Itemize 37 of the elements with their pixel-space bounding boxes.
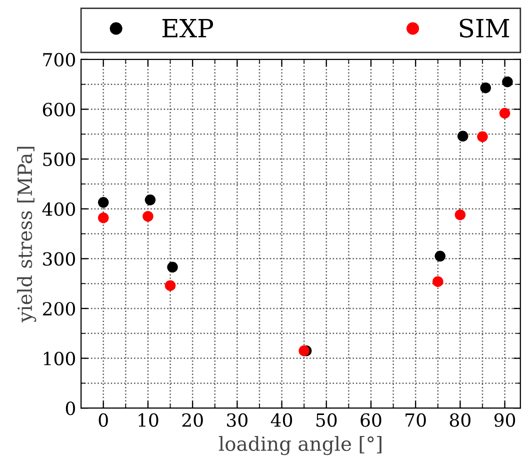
y-tick-label: 300 [43,252,76,266]
x-tick-label: 80 [450,413,470,427]
point [454,209,466,220]
y-tick-label: 200 [42,302,76,316]
point [480,82,491,94]
point [499,108,510,119]
x-tick-label: 40 [270,413,292,427]
point [98,197,109,208]
x-tick-label: 70 [406,413,426,427]
x-tick-label: 20 [182,413,203,427]
y-tick-label: 700 [43,52,76,67]
legend-label: SIM [460,18,510,38]
x-tick-label: 60 [360,413,382,427]
x-tick-label: 10 [138,413,158,427]
point [502,76,513,88]
y-tick-label: 500 [43,152,76,166]
x-tick-label: 30 [227,413,248,427]
y-tick-label: 600 [42,102,76,116]
x-axis-title: loading angle [°] [218,436,382,456]
y-tick-label: 100 [44,352,76,366]
point [298,345,310,356]
point [144,194,156,206]
y-axis-title: yield stress [MPa] [17,146,36,322]
point [434,250,446,262]
point [167,262,178,273]
point [432,276,444,287]
point [477,131,488,142]
point [164,280,176,291]
point [98,212,109,224]
point [457,130,468,142]
y-tick-label: 400 [42,202,76,216]
legend-label: EXP [162,19,214,38]
x-tick-label: 90 [494,413,516,427]
y-tick-label: 0 [66,402,76,416]
point [142,210,154,222]
x-tick-label: 50 [316,413,337,427]
x-tick-label: 0 [98,413,108,427]
